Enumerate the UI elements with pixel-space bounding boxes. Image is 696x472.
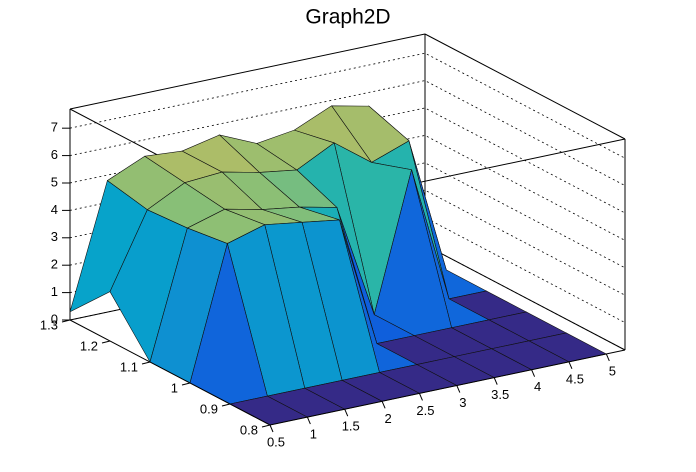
chart-title: Graph2D xyxy=(305,6,390,29)
z-tick-label: 3 xyxy=(51,229,58,244)
x-tick-label: 3.5 xyxy=(491,387,509,402)
x-tick xyxy=(605,353,610,362)
x-tick xyxy=(419,393,423,401)
x-tick-label: 1 xyxy=(310,427,317,442)
x-tick xyxy=(306,416,311,425)
y-tick-label: 0.9 xyxy=(200,401,218,416)
axis-box xyxy=(424,33,626,140)
z-tick-label: 7 xyxy=(51,120,58,135)
x-tick xyxy=(344,409,349,417)
x-tick xyxy=(493,377,498,385)
y-tick xyxy=(221,403,231,407)
y-tick xyxy=(181,382,191,386)
grid-line xyxy=(69,80,626,186)
grid-line xyxy=(69,52,626,159)
y-tick-label: 1 xyxy=(171,380,178,395)
z-tick-label: 4 xyxy=(51,202,58,217)
x-tick-label: 4.5 xyxy=(566,371,584,386)
axis-box xyxy=(69,33,426,110)
x-tick-label: 4 xyxy=(534,379,541,394)
z-tick-label: 6 xyxy=(51,147,58,162)
y-axis xyxy=(69,319,271,426)
x-axis xyxy=(269,349,626,426)
z-tick-label: 0 xyxy=(51,311,58,326)
x-tick xyxy=(269,424,274,433)
y-tick-label: 1.2 xyxy=(80,338,98,353)
x-tick-label: 2.5 xyxy=(416,403,434,418)
y-tick xyxy=(61,319,71,323)
x-tick-label: 5 xyxy=(609,363,616,378)
y-tick-label: 0.8 xyxy=(240,422,258,437)
x-tick xyxy=(531,369,536,377)
x-tick xyxy=(381,401,386,409)
z-tick-label: 2 xyxy=(51,257,58,272)
x-tick xyxy=(456,385,461,393)
y-tick-label: 1.3 xyxy=(40,317,58,332)
y-tick xyxy=(141,361,151,365)
y-tick-label: 1.1 xyxy=(120,359,138,374)
x-tick-label: 3 xyxy=(459,395,466,410)
x-tick-label: 1.5 xyxy=(342,419,360,434)
y-tick xyxy=(101,340,111,344)
x-tick-label: 0.5 xyxy=(267,434,285,449)
z-tick-label: 1 xyxy=(51,284,58,299)
x-tick-label: 2 xyxy=(384,411,391,426)
y-tick xyxy=(261,424,271,428)
z-tick-label: 5 xyxy=(51,174,58,189)
x-tick xyxy=(568,361,573,370)
